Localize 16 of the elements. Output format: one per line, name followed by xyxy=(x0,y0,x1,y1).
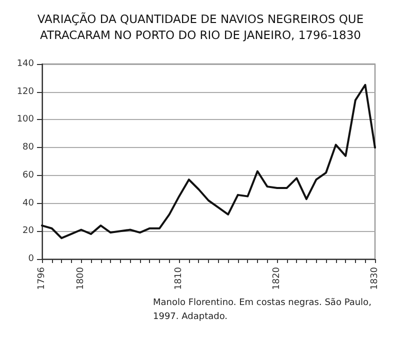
y-tick-label: 20 xyxy=(22,226,34,236)
y-tick-label: 0 xyxy=(28,254,34,264)
y-tick-label: 40 xyxy=(22,198,34,208)
chart-title: VARIAÇÃO DA QUANTIDADE DE NAVIOS NEGREIROS QUE ATRACARAM NO PORTO DO RIO DE JANEIRO, 1796-1830 xyxy=(37,12,364,42)
x-tick-label: 1810 xyxy=(174,266,184,290)
y-tick-label: 80 xyxy=(22,142,34,153)
line-series xyxy=(41,84,376,240)
x-tick-label: 1796 xyxy=(37,266,47,290)
x-tick-label: 1800 xyxy=(76,266,86,290)
text: Manolo Florentino. Em costas negras. São Paulo, 1997. Adaptado. xyxy=(153,298,374,322)
y-tick-label: 120 xyxy=(16,86,34,97)
y-tick-label: 100 xyxy=(16,114,34,125)
y-tick-label: 140 xyxy=(16,59,34,69)
x-tick-label: 1820 xyxy=(272,266,282,290)
x-tick-label: 1830 xyxy=(370,266,380,290)
y-tick-label: 60 xyxy=(22,170,34,180)
